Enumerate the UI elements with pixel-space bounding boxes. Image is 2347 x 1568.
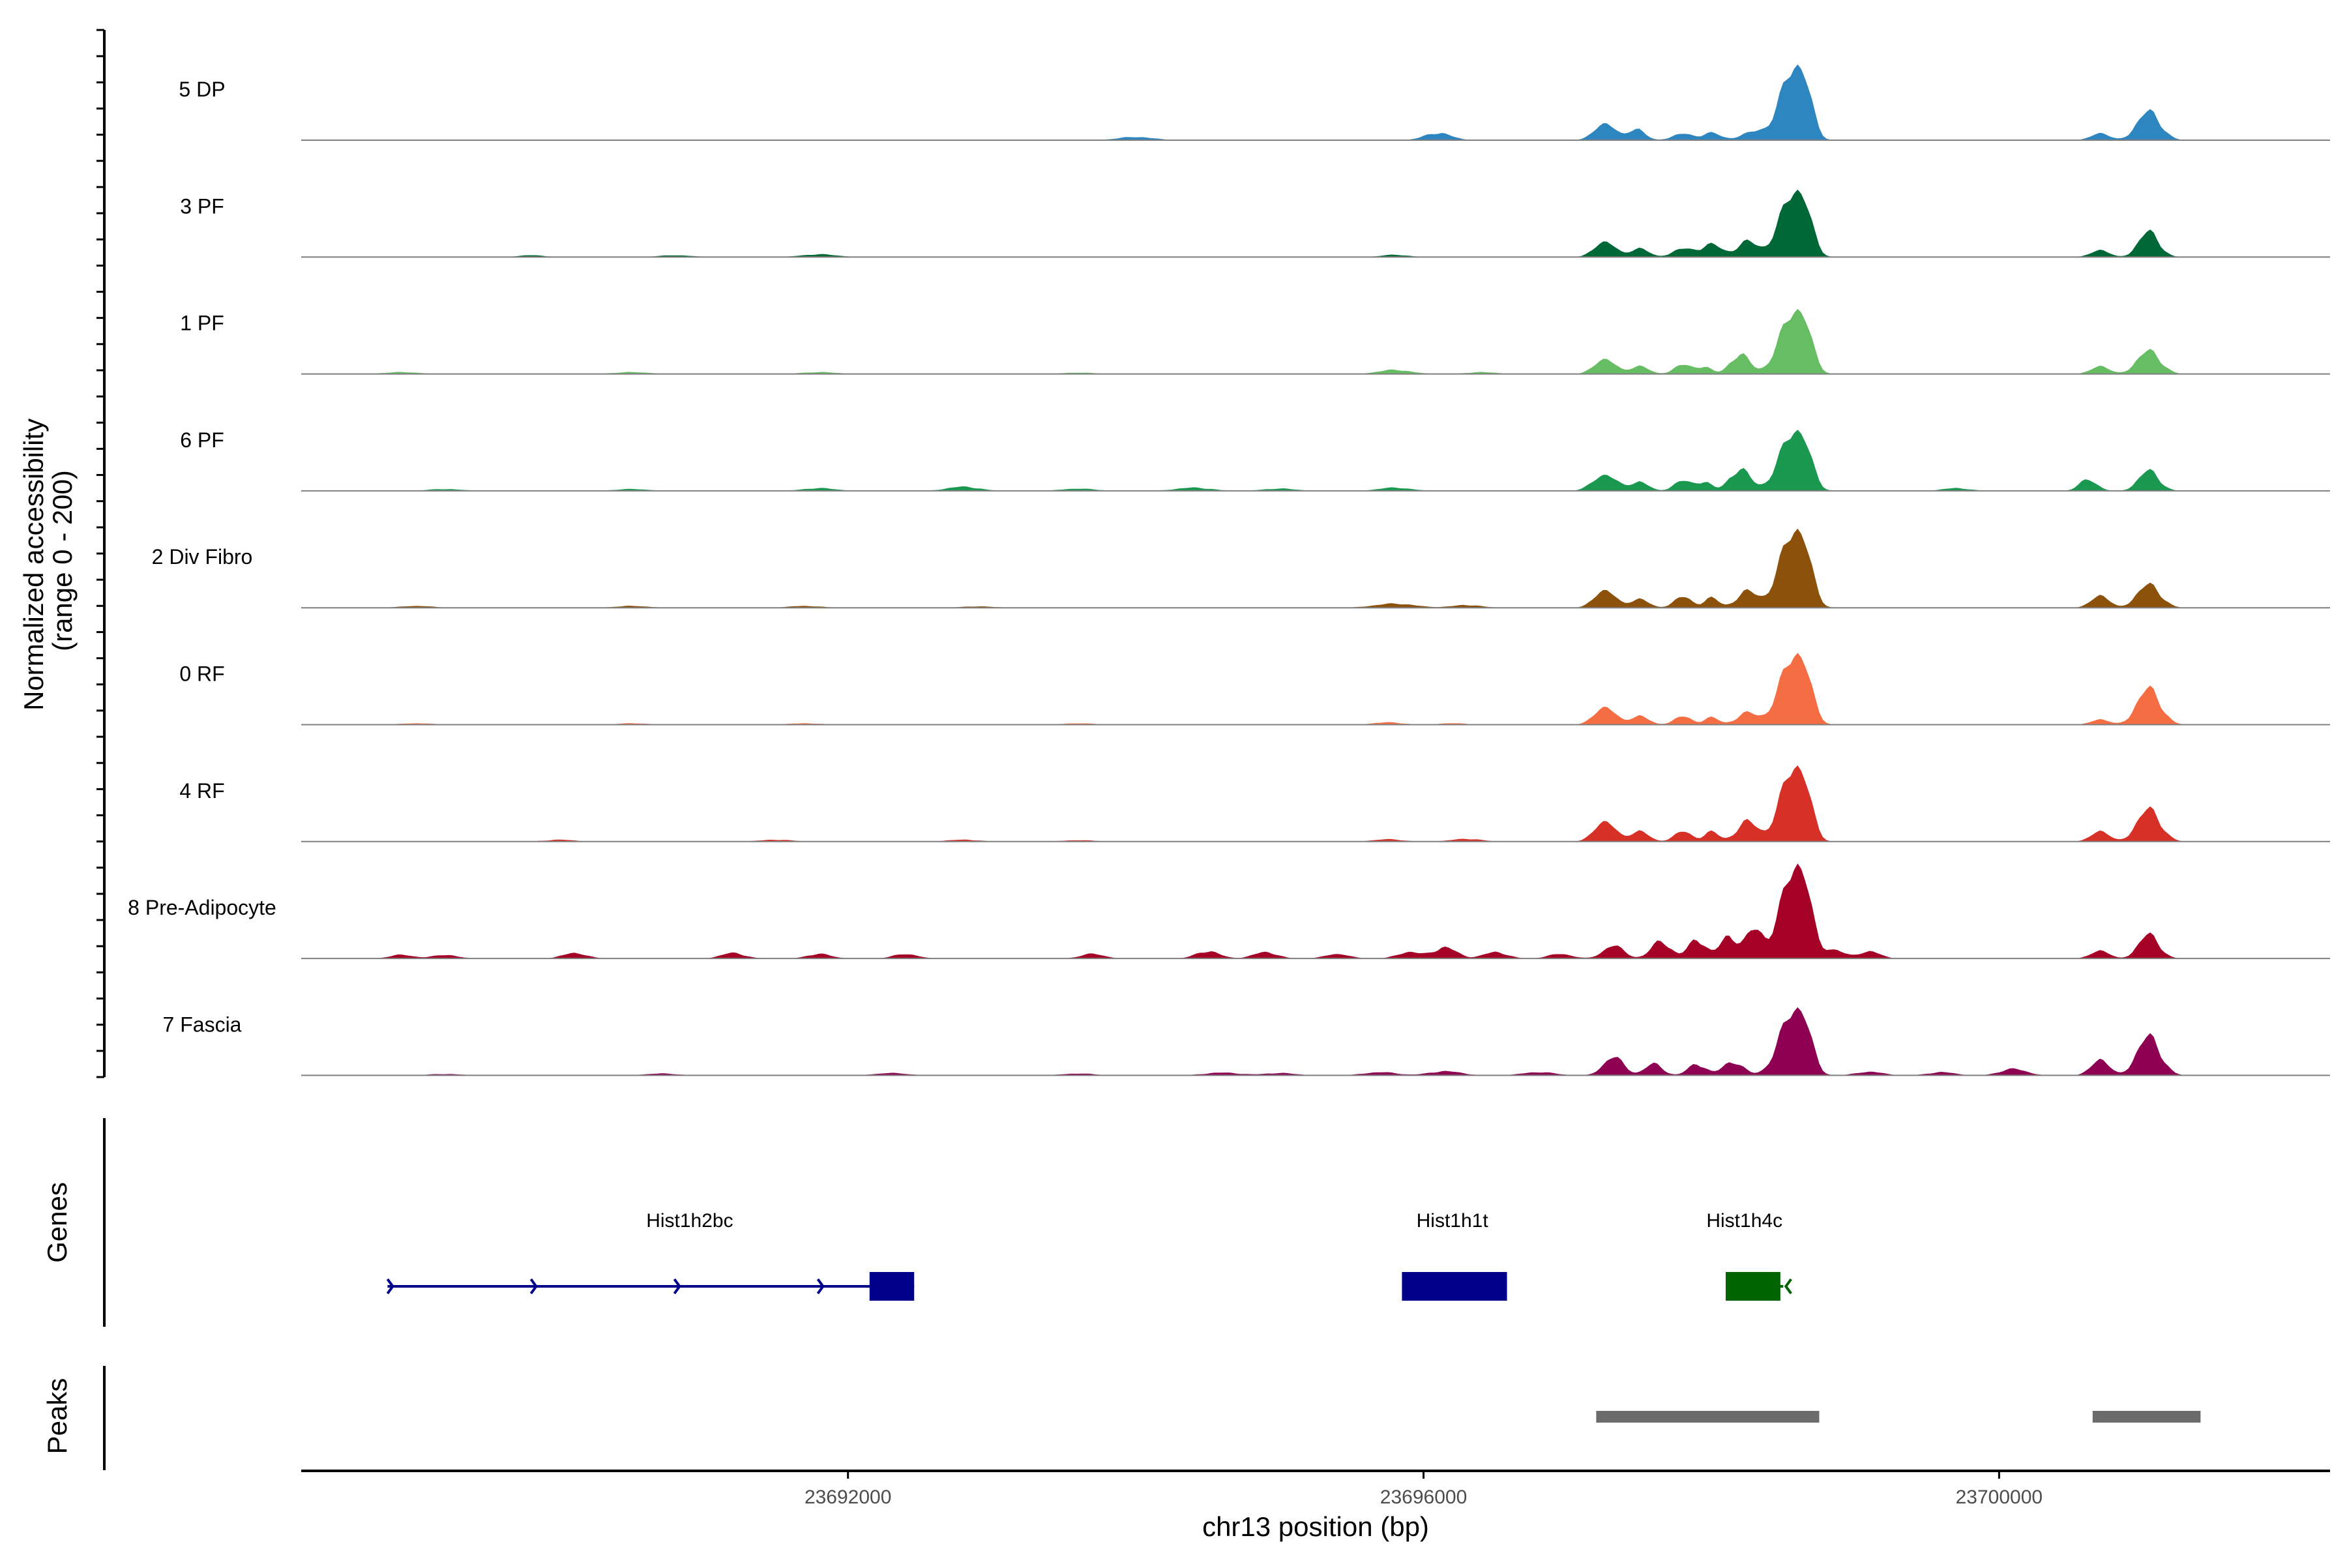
coverage-area <box>301 528 2236 608</box>
gene-exon <box>1402 1272 1507 1301</box>
strand-arrow <box>529 1278 538 1295</box>
genes-track-label: Genes <box>42 1182 72 1263</box>
gene: Hist1h1t <box>1402 1210 1507 1301</box>
gene: Hist1h4c <box>1706 1210 1792 1301</box>
x-tick-label: 23692000 <box>804 1487 891 1508</box>
x-axis-title: chr13 position (bp) <box>1202 1511 1429 1542</box>
coverage-track: 8 Pre-Adipocyte <box>128 863 2330 960</box>
strand-arrow <box>673 1278 681 1295</box>
track-label: 7 Fascia <box>163 1013 242 1036</box>
track-label: 4 RF <box>179 779 224 803</box>
coverage-area <box>301 308 2236 374</box>
coverage-area <box>301 653 2236 725</box>
coverage-area <box>301 863 2236 959</box>
track-label: 6 PF <box>180 428 224 452</box>
strand-arrow <box>386 1278 394 1295</box>
axis-layer: 23692000 23696000 23700000 <box>96 29 2330 1508</box>
gene-label: Hist1h1t <box>1417 1210 1489 1232</box>
gene-exon <box>1726 1272 1780 1301</box>
peak-region <box>1596 1411 1820 1423</box>
coverage-track: 6 PF <box>180 428 2330 492</box>
strand-arrow <box>816 1278 825 1295</box>
track-label: 2 Div Fibro <box>152 545 253 569</box>
gene-layer: Hist1h2bc Hist1h1t Hist1h4c <box>103 1118 1792 1327</box>
y-axis-title: Normalized accessibility (range 0 - 200) <box>18 411 78 711</box>
coverage-track: 7 Fascia <box>163 1007 2330 1076</box>
coverage-track: 1 PF <box>180 308 2330 375</box>
coverage-area <box>301 430 2236 491</box>
coverage-area <box>301 765 2236 842</box>
coverage-area <box>301 189 2236 258</box>
track-label: 0 RF <box>179 662 224 686</box>
track-label: 3 PF <box>180 194 224 218</box>
x-tick-label: 23696000 <box>1380 1487 1467 1508</box>
tracks-layer: 5 DP 3 PF 1 PF 6 PF 2 Div Fibro 0 RF 4 RF 8 Pre… <box>128 64 2330 1076</box>
gene-exon <box>869 1272 915 1301</box>
y-axis-title-line1: Normalized accessibility <box>18 419 49 711</box>
coverage-area <box>301 1007 2236 1076</box>
peak-region <box>2092 1411 2201 1423</box>
peaks-track-label: Peaks <box>42 1378 72 1455</box>
strand-arrow <box>1784 1278 1792 1295</box>
peak-layer <box>103 1366 2201 1470</box>
gene-label: Hist1h4c <box>1706 1210 1782 1232</box>
coverage-track: 2 Div Fibro <box>152 528 2330 609</box>
coverage-track: 3 PF <box>180 189 2330 258</box>
gene: Hist1h2bc <box>386 1210 915 1301</box>
gene-label: Hist1h2bc <box>646 1210 733 1232</box>
track-label: 1 PF <box>180 312 224 335</box>
coverage-track: 0 RF <box>179 653 2330 726</box>
track-label: 8 Pre-Adipocyte <box>128 896 276 919</box>
track-label: 5 DP <box>179 78 225 101</box>
coverage-track: 4 RF <box>179 765 2330 842</box>
y-axis-title-line2: (range 0 - 200) <box>47 470 78 651</box>
coverage-track: 5 DP <box>179 64 2330 141</box>
coverage-area <box>301 64 2236 140</box>
x-tick-label: 23700000 <box>1956 1487 2043 1508</box>
